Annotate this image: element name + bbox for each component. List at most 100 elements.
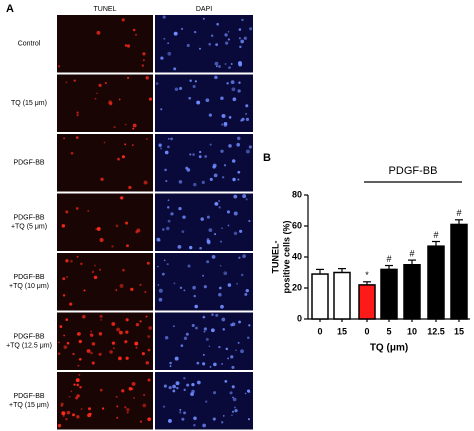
cell-dot	[226, 82, 229, 85]
cell-dot	[238, 81, 241, 84]
cell-dot	[115, 224, 119, 228]
micrograph-background	[57, 253, 153, 311]
cell-dot	[76, 111, 79, 114]
cell-dot	[227, 283, 232, 287]
cell-dot	[75, 207, 79, 210]
cell-dot	[111, 322, 116, 326]
bar	[311, 273, 329, 320]
cell-dot	[221, 227, 223, 230]
cell-dot	[88, 407, 92, 411]
cell-dot	[236, 142, 241, 147]
cell-dot	[148, 326, 153, 330]
micrograph	[155, 312, 253, 370]
cell-dot	[206, 239, 211, 244]
cell-dot	[186, 383, 190, 387]
cell-dot	[156, 265, 159, 268]
cell-dot	[224, 63, 227, 65]
cell-dot	[63, 137, 65, 140]
cell-dot	[223, 164, 227, 167]
cell-dot	[220, 304, 224, 309]
cell-dot	[220, 96, 224, 101]
cell-dot	[99, 268, 102, 271]
cell-dot	[185, 332, 189, 336]
cell-dot	[196, 380, 201, 385]
cell-dot	[219, 264, 222, 267]
cell-dot	[62, 277, 66, 281]
cell-dot	[231, 365, 235, 369]
cell-dot	[237, 341, 240, 344]
micrograph-background	[57, 372, 153, 430]
cell-dot	[57, 352, 61, 355]
cell-dot	[230, 355, 234, 359]
cell-dot	[202, 423, 207, 428]
cell-dot	[159, 147, 163, 150]
cell-dot	[117, 157, 120, 161]
cell-dot	[142, 403, 147, 408]
cell-dot	[90, 351, 93, 355]
cell-dot	[194, 80, 197, 83]
micrograph-background	[155, 193, 253, 251]
cell-dot	[147, 378, 151, 382]
cell-dot	[157, 284, 160, 286]
micrograph	[57, 74, 153, 132]
cell-dot	[213, 362, 217, 367]
cell-dot	[193, 294, 196, 298]
cell-dot	[191, 382, 195, 387]
cell-dot	[245, 149, 250, 154]
column-header: DAPI	[196, 6, 212, 13]
cell-dot	[161, 272, 165, 276]
cell-dot	[229, 391, 233, 395]
cell-dot	[239, 45, 242, 49]
cell-dot	[208, 228, 213, 233]
cell-dot	[199, 150, 202, 154]
cell-dot	[165, 179, 168, 183]
cell-dot	[76, 383, 79, 387]
cell-dot	[120, 196, 124, 200]
cell-dot	[139, 283, 142, 286]
cell-dot	[193, 416, 197, 421]
cell-dot	[132, 123, 137, 128]
cell-dot	[124, 143, 127, 146]
cell-dot	[62, 294, 66, 297]
cell-dot	[144, 291, 147, 293]
x-tick-label: 12.5	[427, 326, 445, 336]
cell-dot	[195, 326, 198, 330]
row-label: PDGF-BB	[13, 160, 44, 167]
cell-dot	[216, 65, 218, 68]
cell-dot	[169, 365, 172, 367]
cell-dot	[237, 178, 240, 181]
cell-dot	[204, 155, 208, 158]
cell-dot	[234, 408, 238, 413]
cell-dot	[61, 224, 66, 228]
cell-dot	[131, 381, 136, 386]
cell-dot	[70, 390, 73, 393]
cell-dot	[232, 396, 234, 399]
cell-dot	[91, 361, 95, 365]
row-label: +TQ (10 μm)	[9, 283, 49, 290]
cell-dot	[173, 67, 177, 71]
cell-dot	[147, 335, 151, 338]
cell-dot	[214, 201, 219, 206]
x-tick-label: 0	[317, 326, 322, 336]
cell-dot	[227, 357, 229, 360]
cell-dot	[172, 325, 175, 328]
cell-dot	[111, 245, 114, 248]
cell-dot	[126, 76, 130, 80]
cell-dot	[126, 44, 131, 48]
cell-dot	[96, 92, 98, 95]
cell-dot	[126, 411, 129, 414]
cell-dot	[134, 341, 139, 346]
cell-dot	[218, 199, 221, 202]
cell-dot	[141, 352, 145, 356]
cell-dot	[172, 384, 176, 389]
cell-dot	[232, 97, 237, 102]
cell-dot	[208, 113, 212, 117]
micrograph	[155, 74, 253, 132]
cell-dot	[220, 149, 224, 153]
cell-dot	[194, 304, 198, 309]
cell-dot	[191, 324, 195, 328]
cell-dot	[65, 318, 69, 321]
cell-dot	[126, 407, 130, 412]
cell-dot	[230, 80, 235, 85]
cell-dot	[70, 259, 73, 263]
